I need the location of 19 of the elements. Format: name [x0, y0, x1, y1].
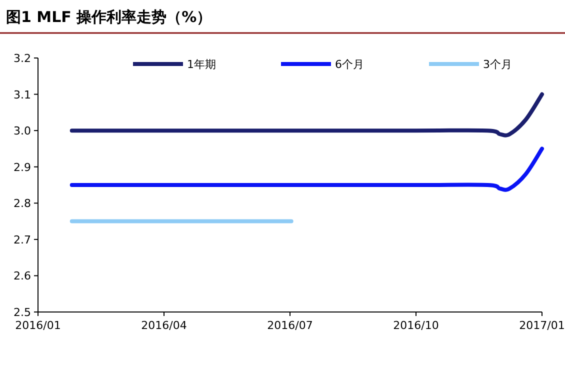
y-tick-label: 2.9: [14, 160, 31, 174]
y-tick-label: 2.7: [14, 233, 31, 246]
y-tick-label: 3.1: [14, 88, 31, 102]
legend-label: 6个月: [335, 58, 364, 71]
y-tick-label: 2.5: [14, 306, 31, 319]
x-tick-label: 2016/07: [267, 319, 313, 332]
x-tick-label: 2016/10: [393, 319, 439, 332]
x-tick-label: 2017/01: [519, 319, 565, 332]
y-tick-label: 3.0: [14, 124, 31, 138]
x-tick-label: 2016/01: [15, 319, 61, 332]
line-series: [70, 146, 544, 192]
y-tick-label: 3.2: [14, 52, 31, 65]
chart-title: 图1 MLF 操作利率走势（%）: [6, 8, 212, 26]
legend-label: 1年期: [187, 58, 216, 71]
line-series: [70, 92, 544, 138]
y-tick-label: 2.8: [14, 197, 31, 210]
y-tick-label: 2.6: [14, 270, 31, 283]
x-tick-label: 2016/04: [141, 319, 187, 332]
legend-label: 3个月: [483, 58, 512, 71]
